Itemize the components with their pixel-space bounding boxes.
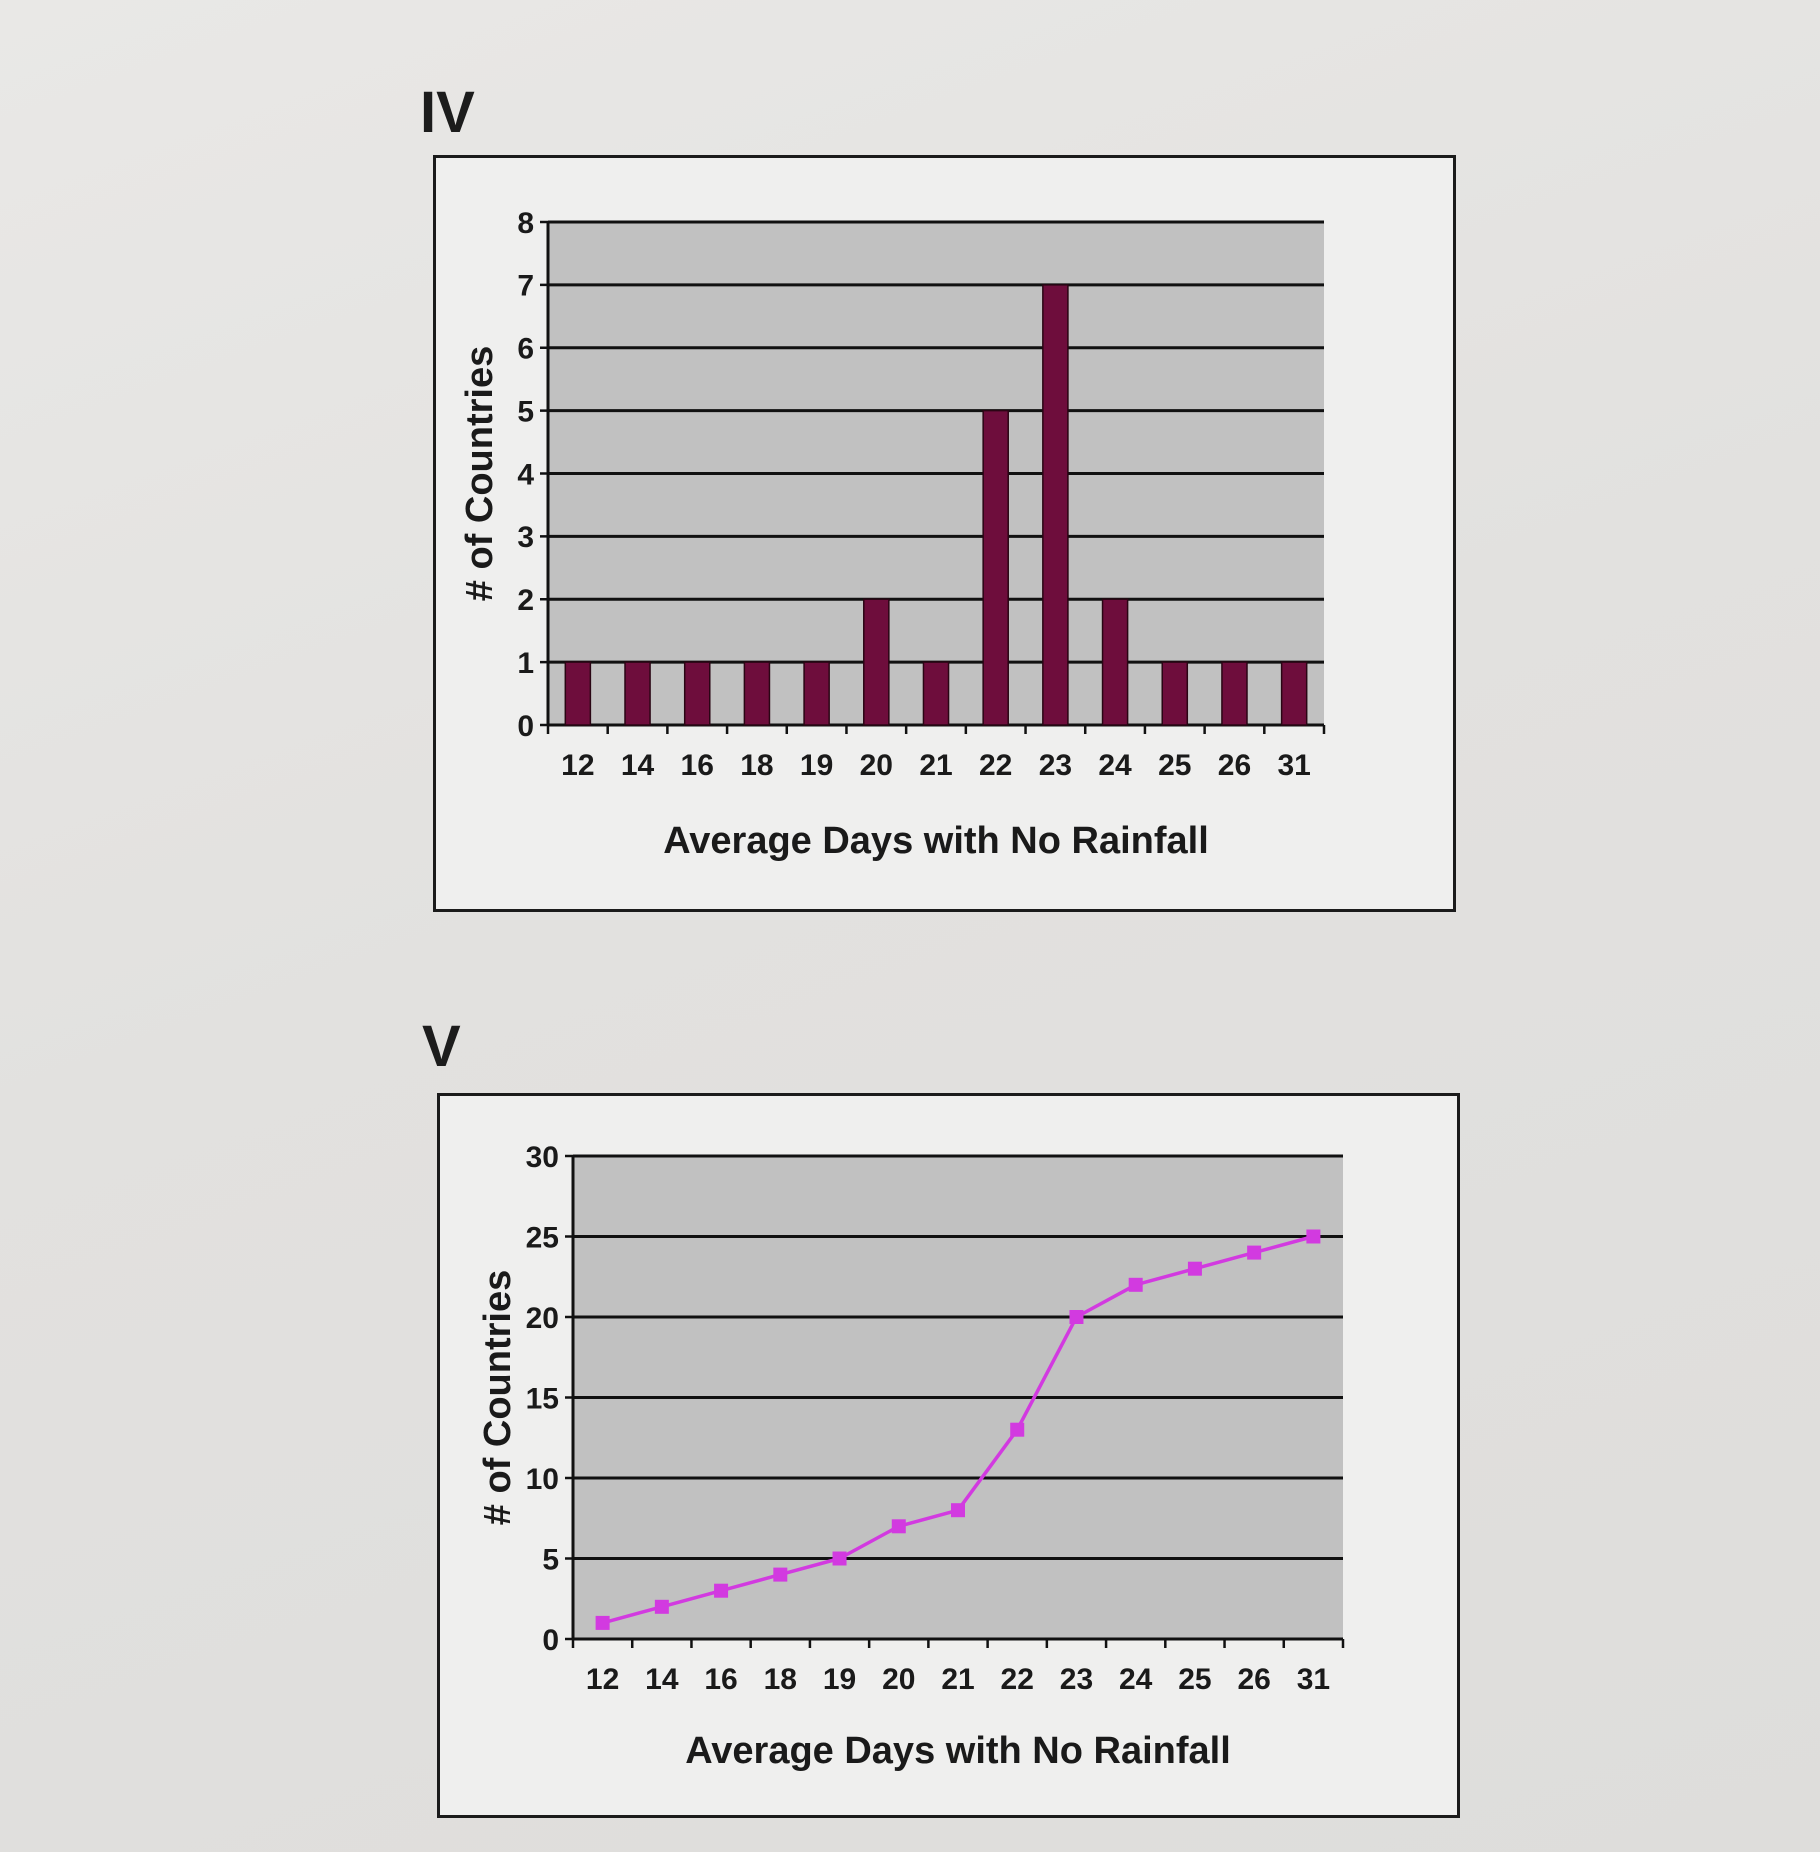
x-tick-label: 21: [919, 749, 952, 782]
data-point: [1128, 1277, 1143, 1292]
bar: [624, 661, 651, 726]
x-tick-label: 22: [979, 749, 1012, 782]
x-tick-label: 25: [1178, 1663, 1211, 1696]
x-tick-label: 31: [1297, 1663, 1330, 1696]
y-tick-label: 25: [526, 1221, 559, 1254]
y-tick-label: 8: [517, 207, 534, 240]
y-tick-label: 5: [542, 1543, 559, 1576]
y-tick-label: 3: [517, 521, 534, 554]
bar: [922, 661, 950, 726]
x-tick-label: 31: [1277, 749, 1310, 782]
x-axis-title: Average Days with No Rainfall: [685, 1730, 1231, 1772]
y-axis-title: # of Countries: [477, 1270, 519, 1525]
data-point: [1306, 1229, 1321, 1244]
bar: [1280, 661, 1308, 726]
line-chart-frame: 0 5 10 15 20 25 30 12 14 16 18 19 20 21 22 23 24 25 26 31 Av…: [437, 1093, 1460, 1818]
y-tick-label: 2: [517, 584, 534, 617]
x-tick-label: 14: [645, 1663, 679, 1696]
bar: [1042, 284, 1069, 726]
data-point: [773, 1567, 788, 1582]
data-point: [891, 1519, 906, 1534]
figure-label-v: V: [422, 1014, 461, 1079]
bar: [564, 661, 592, 726]
x-tick-label: 25: [1158, 749, 1191, 782]
x-tick-label: 26: [1218, 749, 1251, 782]
bar-chart-frame: 0 1 2 3 4 5 6 7 8 12 14 16 18 19 20 21 22 23 24 25 26 31 Avera…: [433, 155, 1456, 912]
bar: [1221, 661, 1248, 726]
x-tick-label: 24: [1098, 749, 1132, 782]
x-axis-title: Average Days with No Rainfall: [663, 820, 1209, 862]
x-tick-label: 22: [1001, 1663, 1034, 1696]
x-tick-label: 19: [800, 749, 833, 782]
x-tick-label: 18: [764, 1663, 797, 1696]
line-chart: 0 5 10 15 20 25 30 12 14 16 18 19 20 21 22 23 24 25 26 31 Av…: [477, 1141, 1345, 1772]
x-tick-label: 16: [681, 749, 714, 782]
figure-label-iv: IV: [420, 80, 475, 145]
data-point: [654, 1599, 669, 1614]
bar: [683, 661, 711, 726]
bar: [1161, 661, 1189, 726]
data-point: [1010, 1422, 1025, 1437]
x-tick-label: 23: [1060, 1663, 1093, 1696]
x-tick-label: 24: [1119, 1663, 1153, 1696]
data-point: [832, 1551, 847, 1566]
data-point: [1069, 1310, 1084, 1324]
data-point: [1187, 1261, 1202, 1276]
y-tick-label: 1: [517, 647, 534, 680]
data-point: [1247, 1245, 1262, 1260]
y-tick-label: 30: [526, 1141, 559, 1174]
data-point: [714, 1583, 729, 1598]
y-tick-label: 0: [517, 710, 534, 743]
x-tick-label: 20: [882, 1663, 915, 1696]
x-tick-label: 26: [1237, 1663, 1270, 1696]
y-tick-label: 0: [542, 1624, 559, 1657]
x-tick-label: 20: [860, 749, 893, 782]
x-tick-label: 21: [941, 1663, 974, 1696]
y-tick-label: 6: [517, 333, 534, 366]
y-tick-label: 4: [517, 458, 534, 491]
y-tick-label: 7: [517, 270, 534, 303]
x-tick-label: 19: [823, 1663, 856, 1696]
y-tick-label: 15: [526, 1382, 559, 1415]
x-tick-label: 16: [704, 1663, 737, 1696]
y-tick-label: 10: [526, 1463, 559, 1496]
y-axis-title: # of Countries: [459, 346, 501, 601]
bar: [863, 598, 890, 726]
x-tick-label: 23: [1039, 749, 1072, 782]
x-tick-label: 12: [561, 749, 594, 782]
y-tick-label: 5: [517, 395, 534, 428]
bar: [1101, 598, 1129, 726]
data-point: [595, 1615, 610, 1630]
y-tick-label: 20: [526, 1302, 559, 1335]
x-tick-label: 12: [586, 1663, 619, 1696]
data-point: [951, 1503, 965, 1518]
bar: [803, 661, 830, 726]
x-tick-label: 18: [740, 749, 773, 782]
bar: [743, 661, 771, 726]
x-tick-label: 14: [621, 749, 655, 782]
bar: [982, 409, 1009, 726]
